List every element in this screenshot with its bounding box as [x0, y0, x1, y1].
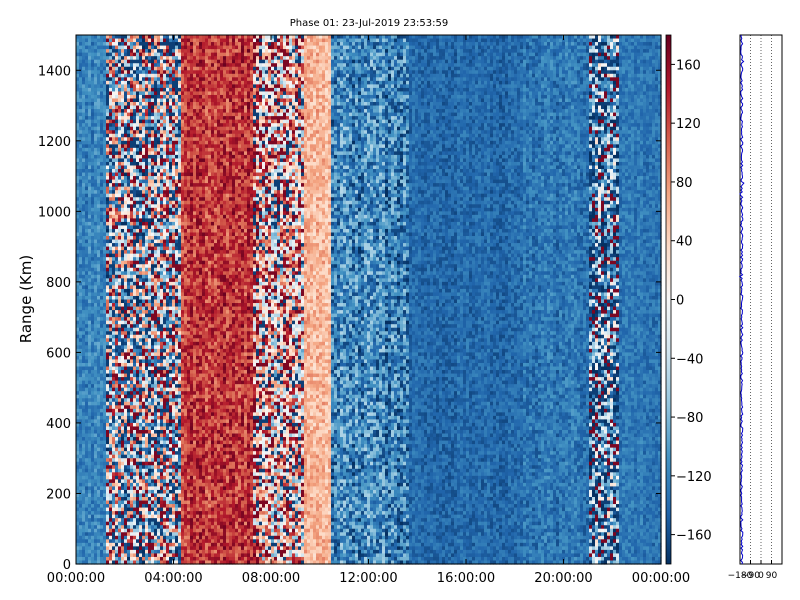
heatmap-plot-area — [76, 35, 662, 565]
phase-figure: Phase 01: 23-Jul-2019 23:53:59 00:00:00 0… — [0, 0, 800, 600]
chart-title: Phase 01: 23-Jul-2019 23:53:59 — [290, 18, 448, 29]
